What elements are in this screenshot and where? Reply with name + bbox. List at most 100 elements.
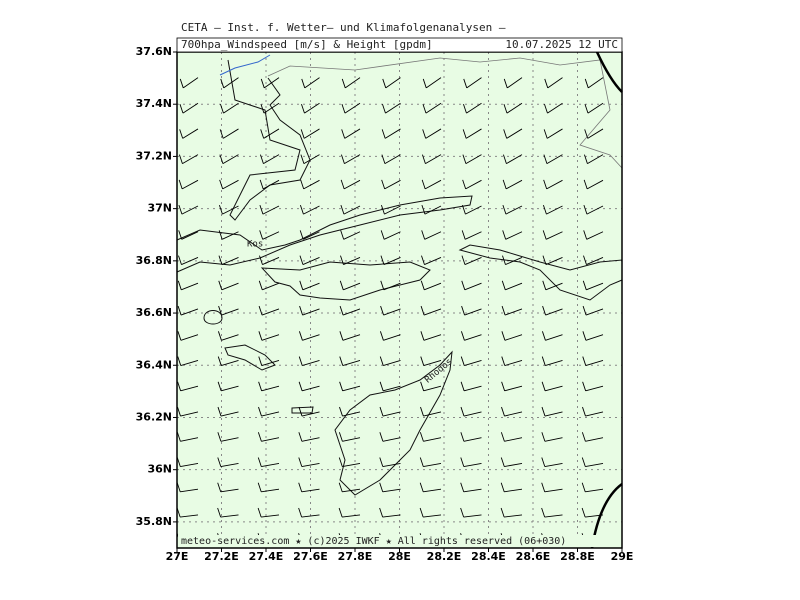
wind-barb	[177, 305, 199, 316]
wind-barb	[217, 356, 239, 366]
wind-barb	[299, 255, 320, 265]
wind-barb	[177, 331, 199, 341]
wind-barb	[501, 356, 523, 366]
wind-barb	[543, 128, 563, 139]
wind-barb	[298, 432, 320, 442]
wind-barb	[379, 406, 401, 417]
wind-barb	[300, 179, 320, 190]
wind-barb	[379, 356, 401, 366]
wind-barb	[542, 280, 563, 291]
x-tick-label: 28.4E	[471, 550, 506, 563]
wind-barb	[338, 432, 361, 442]
wind-barb	[380, 230, 401, 240]
wind-barb	[340, 204, 361, 215]
wind-barb	[582, 280, 604, 291]
wind-barb	[177, 381, 199, 392]
wind-barb	[298, 457, 320, 467]
wind-barb	[338, 507, 361, 518]
wind-barb	[502, 230, 523, 240]
wind-barb	[299, 230, 320, 240]
wind-barb	[260, 102, 280, 114]
wind-barb	[340, 179, 361, 190]
wind-barb	[503, 102, 523, 114]
wind-barb	[422, 102, 442, 114]
wind-barb	[379, 331, 401, 341]
wind-barb	[298, 507, 320, 518]
x-tick-label: 27.4E	[249, 550, 284, 563]
wind-barb	[502, 179, 523, 190]
wind-barb	[501, 331, 523, 341]
wind-barb	[501, 406, 523, 417]
wind-barb	[421, 179, 442, 190]
wind-barb	[582, 381, 604, 392]
wind-barb	[581, 432, 604, 442]
wind-barb	[178, 204, 199, 215]
wind-barb	[420, 331, 442, 341]
wind-barb	[260, 128, 280, 139]
wind-barb	[217, 432, 239, 442]
wind-barb	[177, 356, 199, 366]
wind-barb	[258, 280, 280, 291]
wind-barb	[541, 406, 563, 417]
header-product: 700hpa_Windspeed [m/s] & Height [gpdm]	[181, 38, 433, 51]
wind-barb	[421, 154, 442, 165]
wind-barb	[219, 154, 239, 165]
y-tick-label: 36.8N	[136, 254, 172, 267]
wind-barb	[340, 255, 361, 265]
wind-barb	[501, 305, 523, 316]
wind-barb	[583, 230, 604, 240]
wind-barb	[178, 154, 199, 165]
x-tick-label: 28.6E	[516, 550, 551, 563]
wind-barb	[460, 432, 482, 442]
wind-barb	[419, 457, 442, 467]
wind-barb	[502, 154, 523, 165]
wind-barb	[257, 482, 280, 493]
x-tick-label: 28.2E	[427, 550, 462, 563]
wind-barb	[502, 255, 523, 265]
wind-barb	[460, 482, 482, 493]
wind-barb	[542, 305, 563, 316]
wind-barb	[541, 331, 563, 341]
y-tick-label: 36.4N	[136, 358, 172, 371]
wind-barb	[217, 507, 239, 518]
wind-barb	[218, 255, 239, 265]
wind-barb	[583, 154, 604, 165]
wind-barb	[217, 381, 239, 392]
wind-barb	[380, 280, 401, 291]
y-tick-label: 37.2N	[136, 149, 172, 162]
wind-barb	[503, 77, 523, 89]
wind-barb	[259, 255, 280, 265]
wind-barb	[298, 331, 320, 341]
wind-barb	[503, 128, 523, 139]
wind-barb	[339, 406, 361, 417]
wind-barb	[338, 482, 361, 493]
wind-barb	[298, 406, 320, 417]
wind-barb	[300, 154, 320, 165]
wind-barb	[462, 154, 482, 165]
wind-barb	[339, 280, 361, 291]
y-tick-label: 35.8N	[136, 515, 172, 528]
wind-barb	[259, 230, 280, 240]
wind-barb	[298, 482, 320, 493]
wind-barb	[419, 432, 442, 442]
wind-barb	[382, 77, 401, 89]
x-tick-label: 28E	[388, 550, 411, 563]
wind-barb	[582, 406, 604, 417]
wind-barb	[259, 204, 280, 215]
wind-barb	[500, 432, 523, 442]
boundary-arc	[595, 51, 623, 93]
y-tick-label: 37N	[147, 202, 172, 215]
coastline	[334, 350, 453, 496]
wind-barb	[381, 154, 401, 165]
wind-barb	[543, 179, 563, 190]
wind-barb	[420, 356, 442, 366]
wind-barb	[340, 230, 361, 240]
wind-barb	[382, 102, 401, 114]
wind-barb	[257, 507, 280, 518]
wind-barb	[584, 102, 604, 114]
wind-barb	[258, 381, 280, 392]
border	[267, 57, 623, 169]
wind-barb	[461, 280, 482, 291]
wind-barb	[500, 482, 523, 493]
